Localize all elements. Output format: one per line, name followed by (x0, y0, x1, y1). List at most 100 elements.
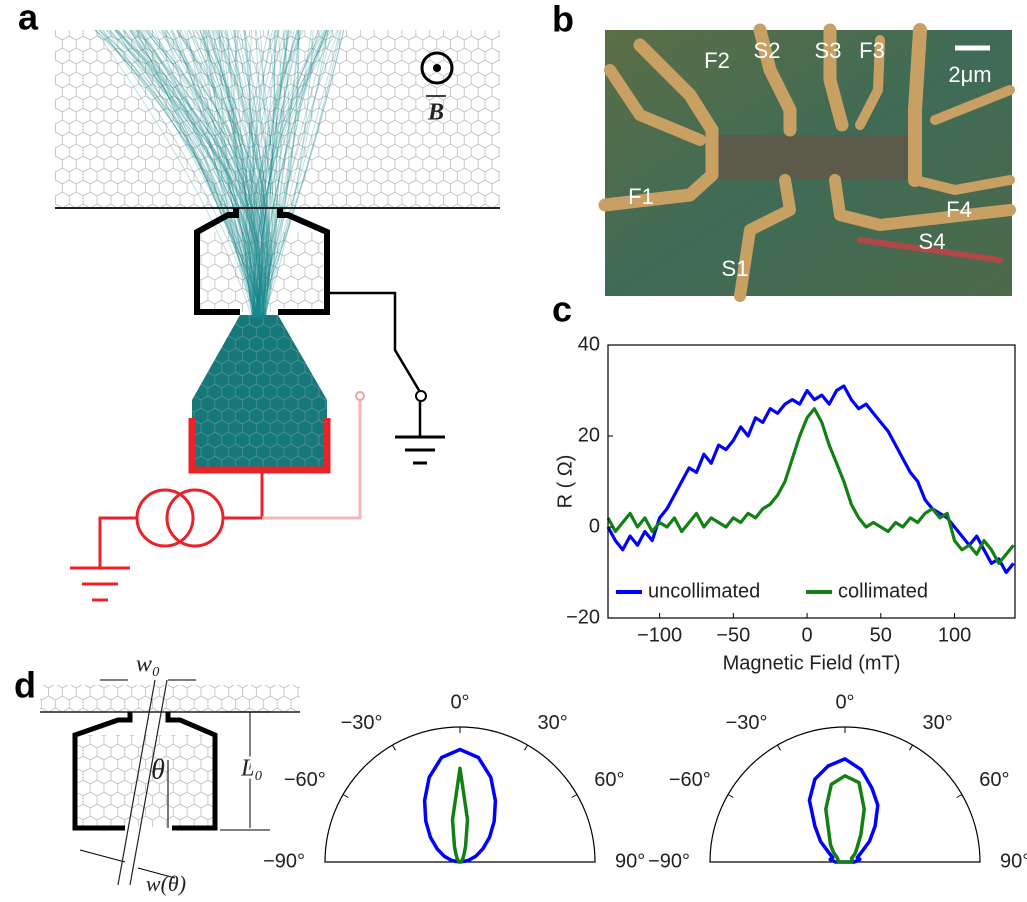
trajectory (98, 29, 265, 319)
trajectory (211, 29, 260, 319)
lead-label: F4 (946, 197, 972, 222)
trajectory (243, 29, 277, 319)
trajectory (213, 29, 268, 319)
y-tick-label: −20 (566, 606, 600, 628)
switch (415, 390, 427, 402)
trajectory (157, 29, 271, 319)
theta-tick (571, 794, 578, 798)
collimator (72, 712, 218, 831)
trajectory (251, 29, 287, 319)
trajectory (94, 29, 266, 319)
trajectory (262, 29, 301, 319)
wire (98, 470, 264, 568)
trajectory (128, 29, 259, 319)
trajectory (199, 29, 261, 319)
w0-label: w₀ (136, 652, 160, 678)
trajectory (258, 29, 328, 319)
theta-label: θ (151, 754, 165, 785)
trajectory (255, 29, 319, 319)
trajectory (148, 29, 260, 319)
trajectory (186, 29, 257, 319)
trajectory (251, 29, 300, 319)
trajectory (187, 29, 257, 319)
series-line (606, 384, 1015, 575)
polar-curve (824, 774, 866, 864)
trajectory (108, 29, 259, 319)
trajectory (116, 29, 255, 319)
trajectory (255, 29, 345, 319)
x-tick-label: −50 (716, 624, 750, 646)
l0-label: L₀ (240, 756, 263, 782)
theta-tick-label: −30° (341, 712, 383, 734)
theta-tick (777, 744, 781, 751)
theta-tick-label: 0° (450, 691, 469, 713)
trajectory (114, 29, 265, 319)
trajectory (94, 29, 253, 319)
polar-frame (324, 726, 596, 863)
lead-label: F2 (704, 48, 730, 73)
probe-wire (262, 400, 362, 520)
polar-frame (709, 726, 981, 863)
theta-tick-label: 90° (615, 850, 645, 872)
trajectory (255, 29, 341, 319)
trajectory (253, 29, 282, 319)
lead-label: S3 (815, 38, 842, 63)
trajectory (162, 29, 269, 319)
theta-tick (392, 744, 396, 751)
trajectory (218, 29, 259, 319)
trajectory (177, 29, 267, 319)
trajectory (255, 29, 295, 319)
trajectory (140, 29, 261, 319)
trajectory (123, 29, 255, 319)
trajectory (102, 29, 262, 319)
theta-tick-label: −90° (648, 850, 690, 872)
trajectory (176, 29, 267, 319)
trajectory (258, 29, 300, 319)
trajectory (101, 29, 256, 319)
theta-tick-label: −60° (284, 769, 326, 791)
trajectory (251, 29, 290, 319)
lead-label: S4 (919, 229, 946, 254)
trajectory (146, 29, 264, 319)
theta-tick-label: 60° (979, 769, 1009, 791)
trajectory (131, 29, 261, 319)
trajectory (199, 29, 264, 319)
trajectory (255, 29, 274, 319)
trajectory (247, 29, 326, 319)
theta-tick (727, 794, 734, 798)
trajectory (226, 29, 253, 319)
scale-label: 2μm (948, 62, 991, 87)
collimator (194, 208, 330, 315)
trajectory (256, 29, 333, 319)
trajectory (229, 29, 276, 319)
trajectory (244, 29, 256, 319)
x-tick-label: 0 (802, 624, 813, 646)
theta-tick-label: 60° (594, 769, 624, 791)
trajectory (108, 29, 258, 319)
trajectory (142, 29, 258, 319)
trajectory (217, 29, 270, 319)
guide-lines (117, 679, 169, 886)
trajectory (199, 29, 267, 319)
current-source (165, 488, 225, 548)
trajectory (260, 29, 291, 319)
theta-tick (909, 744, 913, 751)
graphene (78, 735, 213, 827)
trajectory (218, 29, 258, 319)
trajectory (177, 29, 259, 319)
trajectory (252, 29, 279, 319)
graphene (200, 232, 325, 312)
trajectory (250, 29, 274, 319)
trajectory (130, 29, 271, 319)
trajectory (133, 29, 259, 319)
panel-b: 2μm F2 S2 S3 F3 F1 F4 S4 S1 (598, 23, 1016, 302)
trajectory (251, 29, 299, 319)
trajectory (121, 29, 263, 319)
trajectory (255, 29, 322, 319)
trajectory (219, 29, 271, 319)
theta-tick (956, 794, 963, 798)
trajectory (232, 29, 265, 319)
trajectory (253, 29, 276, 319)
trajectory (233, 29, 266, 319)
trajectory (253, 29, 339, 319)
